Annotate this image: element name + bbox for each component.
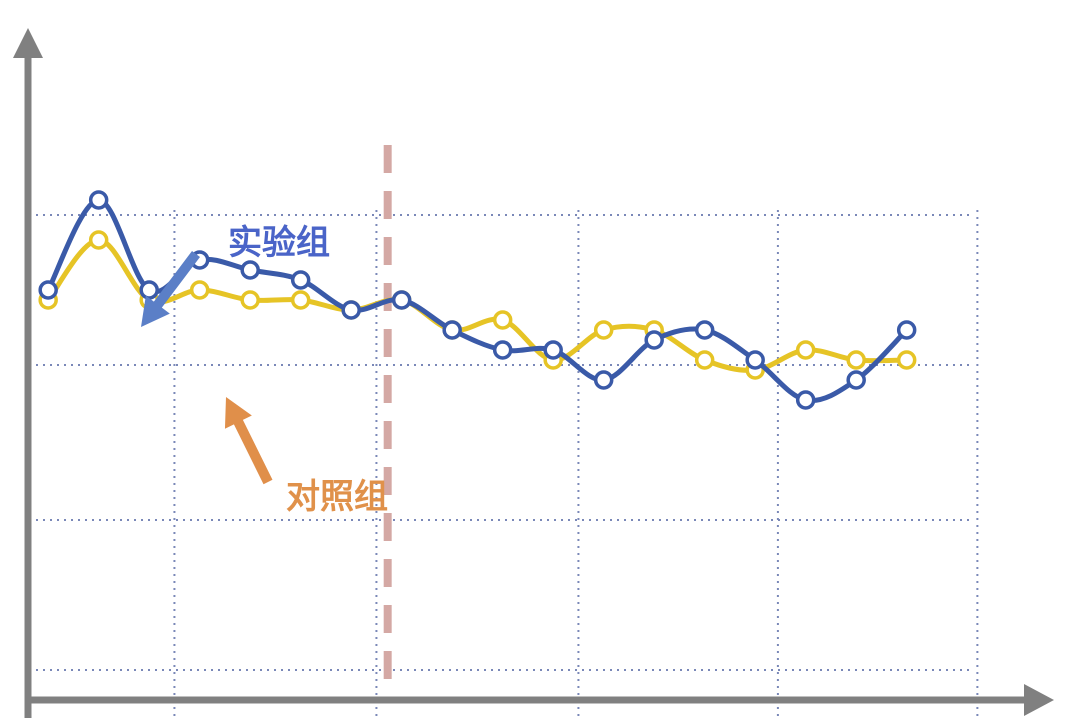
data-point-experimental	[846, 370, 866, 390]
data-point-control	[593, 320, 614, 340]
data-point-experimental	[442, 320, 462, 340]
data-point-experimental	[593, 370, 614, 390]
data-point-experimental	[139, 280, 159, 300]
data-point-experimental	[341, 300, 361, 320]
data-point-experimental	[694, 320, 715, 340]
control-group-arrow-icon	[224, 397, 273, 485]
axes	[13, 28, 1054, 718]
data-point-experimental	[240, 260, 260, 280]
data-point-experimental	[745, 350, 765, 370]
data-point-control	[290, 290, 311, 310]
data-point-control	[189, 280, 210, 300]
data-point-control	[795, 340, 816, 360]
grid-lines	[36, 210, 979, 718]
data-point-experimental	[492, 340, 513, 360]
data-point-control	[694, 350, 715, 370]
data-point-experimental	[391, 290, 412, 310]
data-point-control	[896, 350, 917, 370]
data-point-control	[88, 230, 109, 250]
x-axis-arrowhead	[1024, 684, 1054, 716]
data-point-control	[846, 350, 866, 370]
data-point-experimental	[88, 190, 109, 210]
data-point-experimental	[644, 330, 664, 350]
data-point-control	[240, 290, 260, 310]
data-point-experimental	[896, 320, 917, 340]
experimental-group-arrow-icon	[141, 250, 200, 327]
y-axis-arrowhead	[13, 28, 43, 58]
series-line-experimental	[45, 197, 910, 404]
control-group-label: 对照组	[286, 477, 388, 517]
series-group	[38, 190, 917, 410]
data-point-experimental	[543, 340, 563, 360]
annotations: 实验组 对照组	[141, 223, 388, 517]
data-point-experimental	[290, 270, 311, 290]
experimental-group-label: 实验组	[228, 223, 330, 263]
data-point-experimental	[795, 390, 816, 410]
data-point-experimental	[38, 280, 58, 300]
data-point-control	[492, 310, 513, 330]
